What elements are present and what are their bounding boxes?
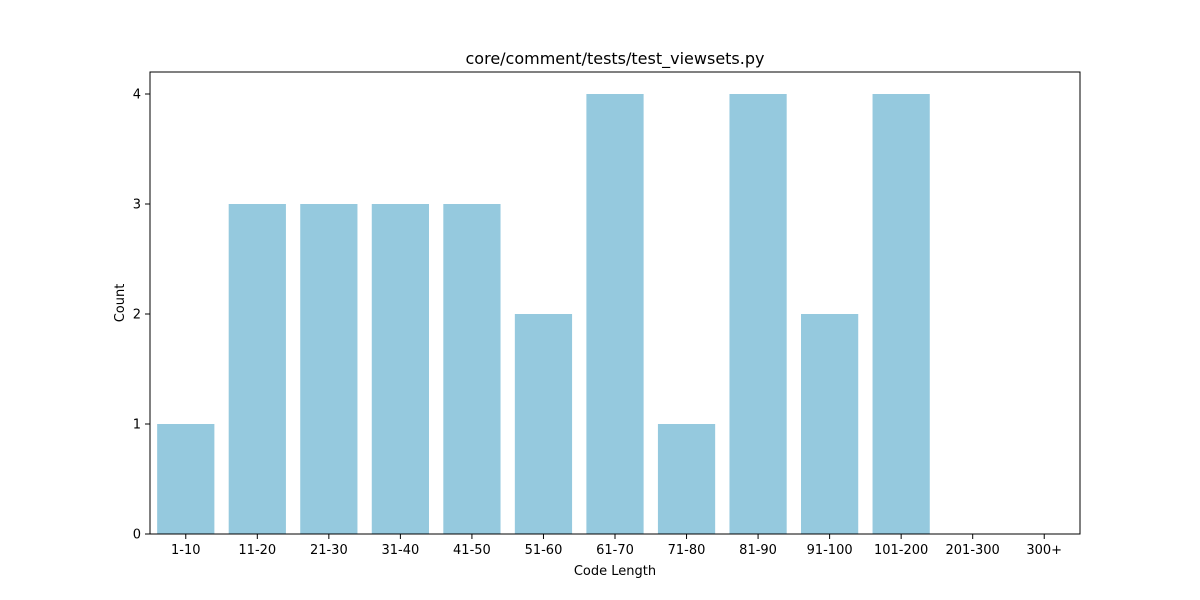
chart-title: core/comment/tests/test_viewsets.py [466, 49, 765, 69]
bar-101-200 [872, 94, 930, 534]
y-tick-label: 2 [133, 308, 141, 323]
bars-group [157, 94, 930, 534]
x-tick-label: 300+ [1026, 543, 1062, 558]
y-tick-label: 4 [133, 88, 141, 103]
x-axis-label: Code Length [574, 564, 656, 579]
x-tick-label: 11-20 [238, 543, 276, 558]
bar-21-30 [300, 204, 358, 534]
bar-91-100 [801, 314, 859, 534]
bar-71-80 [657, 424, 716, 534]
x-tick-label: 51-60 [525, 543, 563, 558]
x-axis-ticks: 1-10 11-20 21-30 31-40 41-50 51-60 61-70 71-80 8… [171, 534, 1062, 558]
bar-41-50 [443, 204, 501, 534]
bar-31-40 [371, 204, 429, 534]
bar-81-90 [729, 94, 787, 534]
x-tick-label: 41-50 [453, 543, 491, 558]
x-tick-label: 71-80 [668, 543, 706, 558]
x-tick-label: 31-40 [381, 543, 419, 558]
y-tick-label: 3 [133, 198, 141, 213]
x-tick-label: 91-100 [807, 543, 853, 558]
y-axis-label: Count [113, 284, 128, 323]
bar-1-10 [157, 424, 215, 534]
y-tick-label: 1 [133, 418, 141, 433]
bar-11-20 [228, 204, 286, 534]
bar-51-60 [514, 314, 573, 534]
x-tick-label: 61-70 [596, 543, 634, 558]
y-axis-ticks: 0 1 2 3 4 [133, 88, 150, 543]
x-tick-label: 1-10 [171, 543, 201, 558]
y-tick-label: 0 [133, 528, 141, 543]
x-tick-label: 101-200 [874, 543, 928, 558]
x-tick-label: 81-90 [739, 543, 777, 558]
x-tick-label: 201-300 [946, 543, 1000, 558]
x-tick-label: 21-30 [310, 543, 348, 558]
bar-61-70 [586, 94, 644, 534]
